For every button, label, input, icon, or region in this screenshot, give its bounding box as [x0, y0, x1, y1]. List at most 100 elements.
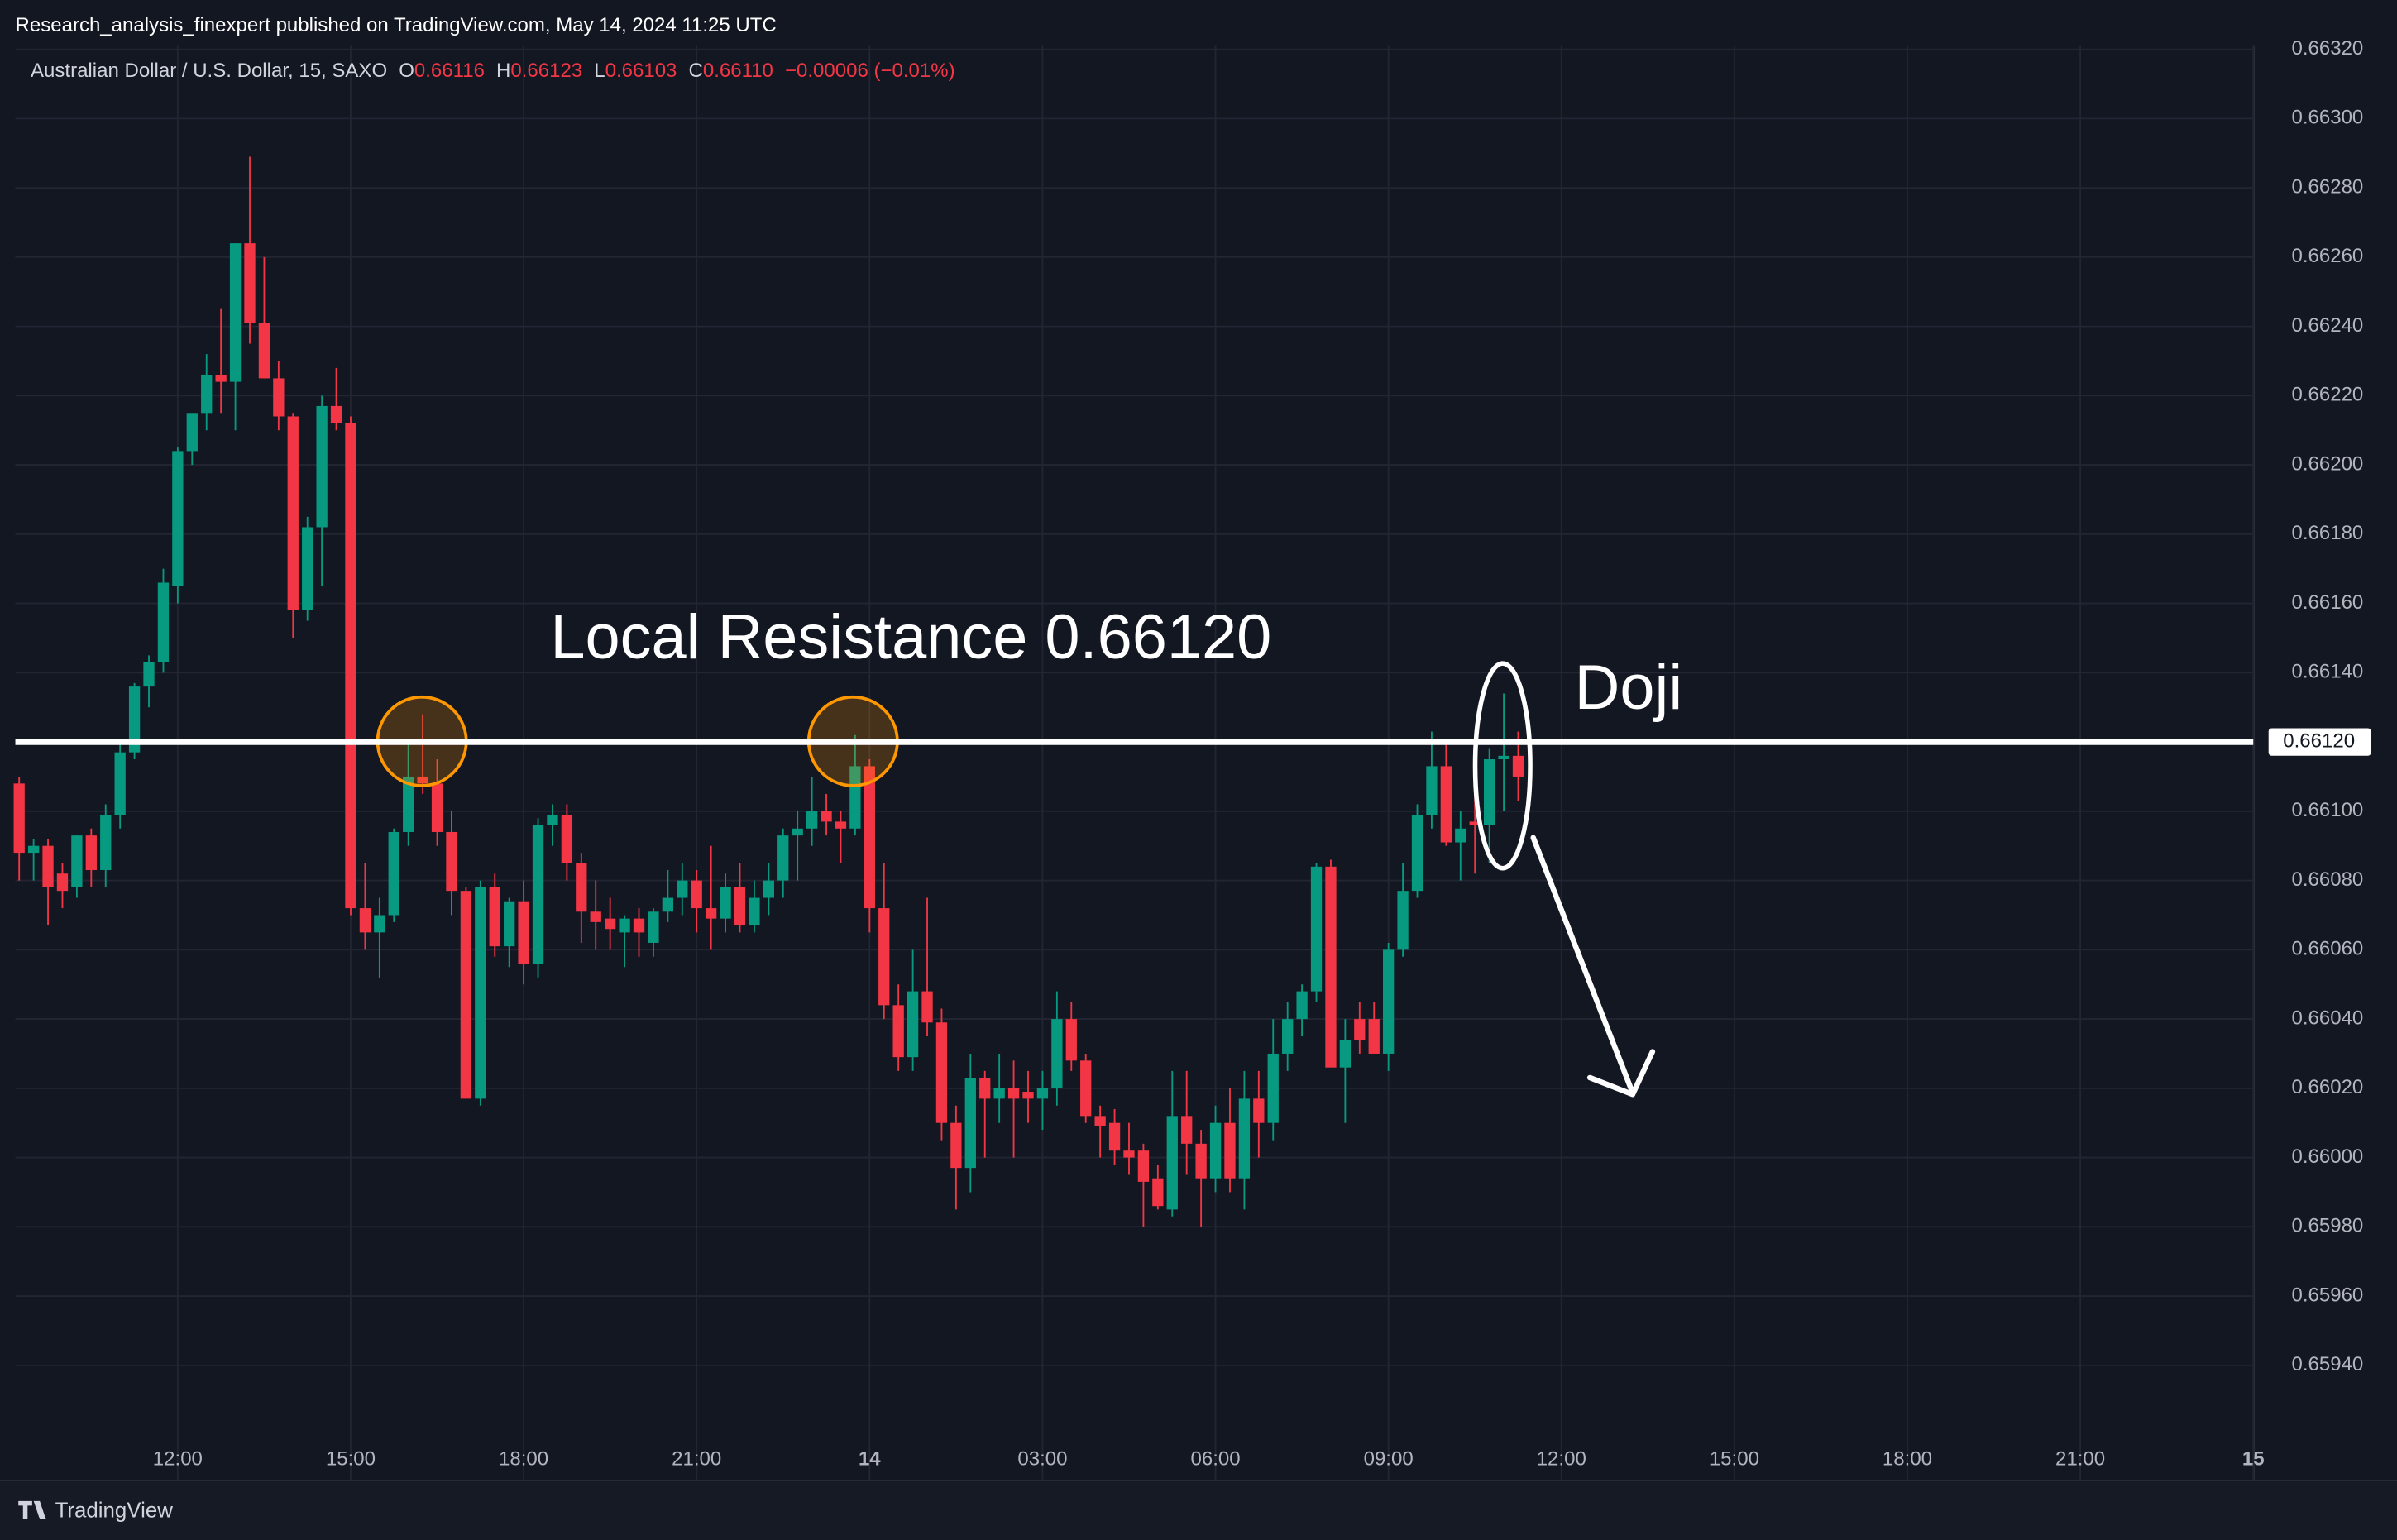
candle-body — [244, 243, 256, 323]
x-tick-label: 15:00 — [1710, 1447, 1759, 1470]
candle-body — [993, 1088, 1005, 1099]
footer-band — [0, 1479, 2397, 1540]
open-label: O — [399, 60, 414, 82]
candle-body — [330, 405, 342, 423]
low-label: L — [594, 60, 605, 82]
candle-body — [85, 835, 97, 871]
candle-body — [1224, 1122, 1236, 1179]
price-tag-label: 0.66120 — [2283, 729, 2355, 752]
candle-body — [979, 1078, 991, 1099]
candle-body — [1094, 1116, 1106, 1126]
symbol: Australian Dollar / U.S. Dollar, 15, SAX… — [31, 60, 387, 82]
candle-body — [964, 1078, 976, 1169]
candle-body — [302, 527, 313, 610]
published-line: Research_analysis_finexpert published on… — [16, 14, 777, 36]
y-tick-label: 0.66260 — [2291, 245, 2363, 267]
candle-body — [792, 828, 803, 836]
candle-body — [273, 378, 285, 417]
candle-body — [1108, 1122, 1121, 1151]
candle-body — [1267, 1053, 1279, 1123]
low-value: 0.66103 — [605, 60, 677, 82]
candle-body — [489, 887, 500, 947]
close-label: C — [689, 60, 703, 82]
candle-body — [619, 918, 630, 933]
candle-body — [1383, 949, 1395, 1054]
change-value: −0.00006 (−0.01%) — [785, 60, 955, 82]
candle-body — [1469, 821, 1481, 825]
y-tick-label: 0.66100 — [2291, 799, 2363, 821]
candle-body — [100, 815, 112, 871]
candle-body — [864, 766, 875, 909]
candle-body — [590, 911, 601, 922]
candle-body — [662, 897, 674, 912]
candle-body — [460, 891, 472, 1099]
x-tick-label: 06:00 — [1190, 1447, 1240, 1470]
y-tick-label: 0.66060 — [2291, 938, 2363, 960]
x-tick-label: 12:00 — [1537, 1447, 1586, 1470]
candle-body — [446, 831, 457, 892]
candle-body — [1455, 828, 1466, 843]
candle-body — [576, 863, 587, 912]
y-tick-label: 0.66280 — [2291, 175, 2363, 198]
candle-body — [561, 815, 573, 863]
candle-body — [1397, 891, 1409, 950]
candle-body — [359, 908, 371, 933]
candle-body — [316, 405, 328, 528]
candle-body — [71, 835, 83, 887]
candle-body — [1051, 1019, 1063, 1088]
doji-ellipse — [1472, 661, 1533, 871]
high-label: H — [496, 60, 510, 82]
y-tick-label: 0.66000 — [2291, 1145, 2363, 1168]
y-tick-label: 0.66080 — [2291, 868, 2363, 891]
y-tick-label: 0.66200 — [2291, 452, 2363, 475]
candle-body — [172, 451, 184, 586]
candle-body — [1411, 815, 1423, 892]
candle-body — [1065, 1019, 1077, 1061]
candle-body — [417, 776, 428, 784]
candle-body — [907, 991, 919, 1058]
candle-body — [1512, 755, 1524, 777]
candles — [13, 156, 1524, 1227]
candle-body — [677, 880, 688, 898]
candle-body — [475, 887, 486, 1099]
y-tick-label: 0.65980 — [2291, 1215, 2363, 1237]
candle-body — [1426, 766, 1438, 815]
y-tick-label: 0.66040 — [2291, 1007, 2363, 1029]
high-value: 0.66123 — [510, 60, 582, 82]
candle-body — [1296, 991, 1308, 1020]
candle-body — [648, 911, 659, 943]
doji-annotation: Doji — [1575, 653, 1683, 723]
candle-body — [1440, 766, 1452, 843]
candle-body — [1195, 1143, 1207, 1179]
candle-body — [388, 831, 400, 916]
open-value: 0.66116 — [414, 60, 485, 82]
candle-body — [518, 901, 529, 964]
candle-body — [1022, 1092, 1034, 1099]
brand: TradingView — [55, 1499, 174, 1523]
down-arrow — [1530, 835, 1656, 1098]
candle-body — [1325, 866, 1337, 1068]
candle-body — [1166, 1116, 1178, 1210]
y-tick-label: 0.66240 — [2291, 314, 2363, 337]
candle-body — [720, 887, 731, 919]
candle-body — [734, 887, 746, 926]
candle-body — [1080, 1060, 1092, 1117]
candle-body — [806, 811, 818, 829]
candle-body — [374, 915, 385, 933]
y-tick-label: 0.66300 — [2291, 107, 2363, 129]
candle-body — [13, 783, 25, 854]
candle-body — [892, 1005, 904, 1058]
close-value: 0.66110 — [703, 60, 773, 82]
x-tick-label: 18:00 — [499, 1447, 548, 1470]
candle-body — [1036, 1088, 1049, 1099]
candle-body — [921, 991, 933, 1023]
y-tick-label: 0.66320 — [2291, 37, 2363, 60]
y-tick-label: 0.66180 — [2291, 522, 2363, 544]
candle-body — [749, 897, 760, 926]
x-tick-label: 18:00 — [1883, 1447, 1932, 1470]
candle-body — [345, 423, 356, 909]
candle-body — [777, 835, 789, 881]
candle-body — [215, 375, 227, 382]
